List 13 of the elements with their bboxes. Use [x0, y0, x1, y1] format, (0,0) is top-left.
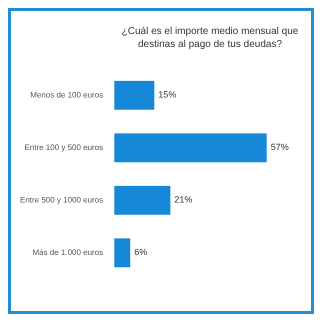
bar	[114, 186, 170, 215]
bar	[114, 80, 154, 110]
data-label: 6%	[134, 247, 148, 258]
bar	[114, 238, 130, 268]
data-label: 21%	[174, 194, 192, 205]
chart-title: ¿Cuál es el importe medio mensual que destinas al pago de tus deudas?	[121, 25, 299, 51]
y-tick-label: Entre 500 y 1000 euros	[20, 195, 104, 204]
data-label: 57%	[270, 142, 289, 152]
bar	[114, 133, 267, 162]
data-label: 15%	[158, 90, 176, 100]
y-tick-label: Menos de 100 euros	[30, 90, 104, 100]
y-tick-label: Entre 100 y 500 euros	[24, 142, 104, 152]
y-tick-label: Más de 1.000 euros	[32, 248, 104, 257]
